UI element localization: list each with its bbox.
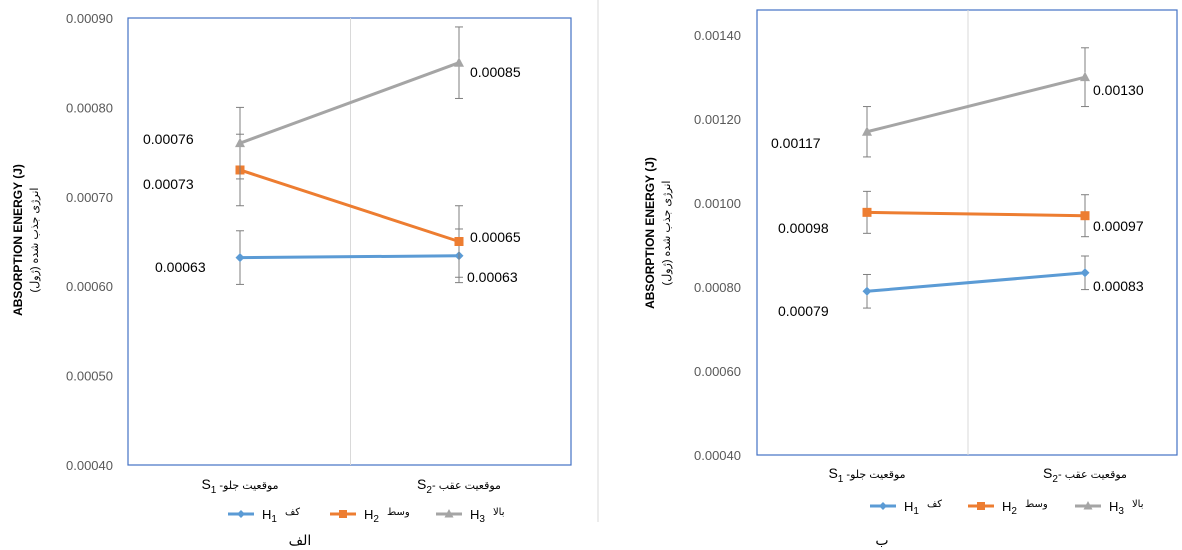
data-point [454, 57, 464, 67]
legend-item: H3بالا [1075, 499, 1144, 517]
series-H2: 0.00073 0.00065 [143, 133, 521, 278]
legend-label: H1کف [904, 499, 942, 517]
y-tick-label: 0.00100 [694, 196, 741, 211]
legend-label: H3بالا [1109, 499, 1144, 517]
data-label: 0.00098 [778, 220, 829, 236]
series-H3: 0.00117 0.00130 [771, 47, 1144, 158]
y-tick-label: 0.00090 [66, 11, 113, 26]
y-axis-label-fa: انرژی جذب شده (ژول) [29, 188, 41, 293]
data-point [235, 253, 245, 263]
data-label: 0.00130 [1093, 82, 1144, 98]
y-axis-label: ABSORPTION ENERGY (J) [11, 164, 25, 316]
series-line [239, 168, 460, 243]
y-tick-label: 0.00050 [66, 369, 113, 384]
series-H3: 0.00076 0.00085 [143, 26, 521, 180]
data-label: 0.00079 [778, 303, 829, 319]
data-point [1080, 71, 1090, 82]
legend-marker [237, 510, 245, 518]
chart-panel-0: 0.00040 0.00050 0.00060 0.00070 0.00080 0.000… [11, 11, 572, 548]
legend-label: H2وسط [1002, 499, 1048, 517]
legend-marker [879, 502, 887, 510]
series-H1: 0.00079 0.00083 [778, 255, 1144, 319]
legend-item: H3بالا [436, 507, 505, 525]
series-H2: 0.00098 0.00097 [778, 190, 1144, 238]
data-label: 0.00097 [1093, 218, 1144, 234]
series-line [866, 75, 1086, 134]
data-label: 0.00073 [143, 176, 194, 192]
y-tick-label: 0.00070 [66, 190, 113, 205]
data-point [235, 137, 245, 148]
legend-marker [444, 509, 454, 518]
series-line [239, 61, 460, 145]
data-label: 0.00065 [470, 229, 521, 245]
panel-caption: الف [289, 532, 312, 548]
data-label: 0.00085 [470, 64, 521, 80]
y-tick-label: 0.00060 [694, 364, 741, 379]
series-line [866, 271, 1086, 293]
y-axis-label: ABSORPTION ENERGY (J) [643, 157, 657, 309]
legend-marker [339, 510, 347, 518]
x-tick-label: S1 -موقعیت جلو [828, 465, 905, 485]
legend-item: H1کف [870, 499, 942, 517]
legend-marker [977, 502, 985, 510]
y-tick-label: 0.00080 [694, 280, 741, 295]
data-point [1080, 268, 1090, 278]
data-label: 0.00083 [1093, 278, 1144, 294]
y-tick-label: 0.00060 [66, 279, 113, 294]
legend: H1کف H2وسط H3بالا [870, 499, 1144, 517]
data-label: 0.00063 [467, 269, 518, 285]
y-tick-label: 0.00140 [694, 28, 741, 43]
y-tick-label: 0.00120 [694, 112, 741, 127]
data-label: 0.00063 [155, 259, 206, 275]
legend-label: H2وسط [364, 507, 410, 525]
series-H1: 0.00063 0.00063 [155, 228, 518, 285]
legend-item: H1کف [228, 507, 300, 525]
series-line [866, 210, 1086, 218]
data-point [862, 286, 872, 296]
y-axis-label-fa: انرژی جذب شده (ژول) [661, 181, 673, 286]
data-point [454, 237, 464, 246]
legend: H1کف H2وسط H3بالا [228, 507, 505, 525]
data-point [862, 126, 872, 136]
series-line [239, 254, 460, 260]
y-tick-label: 0.00040 [66, 458, 113, 473]
plot-area [756, 9, 1178, 456]
x-tick-label: S2- موقعیت عقب [417, 476, 501, 496]
x-tick-label: S1 -موقعیت جلو [201, 476, 278, 496]
legend-label: H3بالا [470, 507, 505, 525]
y-tick-label: 0.00080 [66, 100, 113, 115]
legend-marker [1083, 501, 1093, 510]
chart-panel-1: 0.00040 0.00060 0.00080 0.00100 0.00120 0.001… [643, 9, 1178, 548]
data-label: 0.00117 [771, 135, 821, 151]
panel-caption: ب [875, 532, 888, 548]
data-label: 0.00076 [143, 131, 194, 147]
x-tick-label: S2- موقعیت عقب [1043, 465, 1127, 485]
plot-area [127, 17, 572, 466]
legend-item: H2وسط [968, 499, 1048, 517]
data-point [1080, 211, 1090, 221]
legend-item: H2وسط [330, 507, 410, 525]
data-point [862, 207, 872, 217]
legend-label: H1کف [262, 507, 300, 525]
y-tick-label: 0.00040 [694, 448, 741, 463]
